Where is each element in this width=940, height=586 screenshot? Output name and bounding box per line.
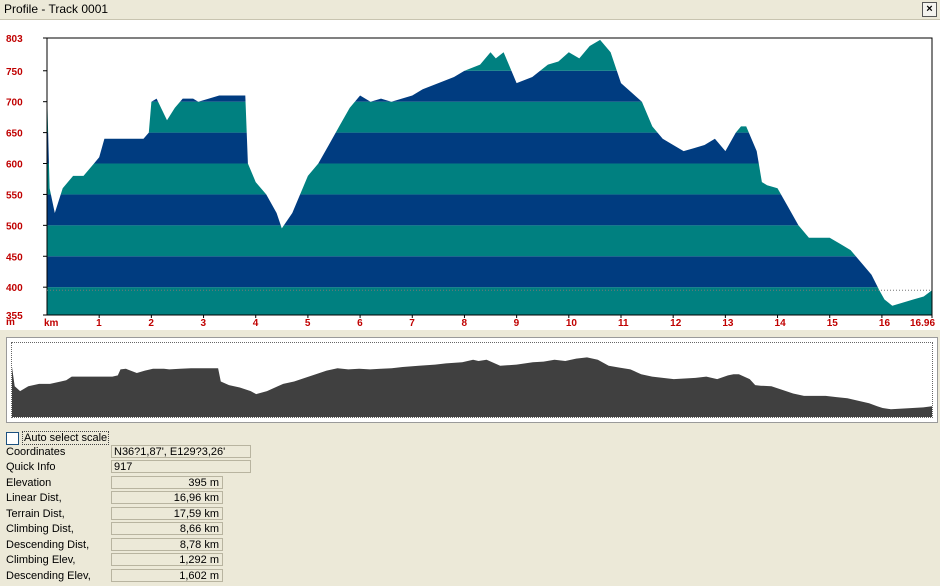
linear-dist-row: Linear Dist, 16,96 km (6, 491, 256, 505)
x-tick-label: 16.96 (910, 318, 935, 329)
elevation-band (47, 132, 932, 164)
overview-frame (11, 342, 933, 418)
descending-elev-value: 1,602 m (111, 569, 223, 582)
y-tick-label: 700 (6, 98, 23, 109)
x-tick-label: 8 (461, 318, 467, 329)
plot-frame (46, 37, 933, 316)
y-tick-label: 550 (6, 190, 23, 201)
profile-bands (47, 39, 932, 315)
elevation-band (47, 101, 932, 133)
coordinates-label: Coordinates (6, 446, 66, 458)
climbing-dist-row: Climbing Dist, 8,66 km (6, 522, 256, 536)
elevation-label: Elevation (6, 477, 52, 489)
coordinates-row: Coordinates N36?1,87', E129?3,26' (6, 445, 256, 459)
linear-dist-label: Linear Dist, (6, 492, 62, 504)
y-tick-label: 750 (6, 67, 23, 78)
x-unit-label: km (44, 318, 59, 329)
descending-dist-row: Descending Dist, 8,78 km (6, 538, 256, 552)
terrain-dist-label: Terrain Dist, (6, 508, 65, 520)
x-tick-label: 9 (514, 318, 520, 329)
auto-select-scale[interactable]: Auto select scale (6, 431, 110, 445)
elevation-row: Elevation 395 m (6, 476, 256, 490)
x-tick-label: 14 (775, 318, 787, 329)
climbing-dist-value: 8,66 km (111, 522, 223, 535)
quick-info-value: 917 (111, 460, 251, 473)
elevation-band (47, 163, 932, 195)
terrain-dist-row: Terrain Dist, 17,59 km (6, 507, 256, 521)
overview-svg (12, 357, 932, 417)
elevation-profile-chart[interactable]: 803 750 700 650 600 550 500 450 400 355 m km 1 2 3 4 5 6 7… (0, 20, 940, 330)
descending-dist-value: 8,78 km (111, 538, 223, 551)
x-tick-label: 12 (670, 318, 682, 329)
x-tick-label: 2 (148, 318, 154, 329)
climbing-elev-value: 1,292 m (111, 553, 223, 566)
overview-silhouette (12, 357, 932, 417)
elevation-band (47, 225, 932, 257)
close-button[interactable]: × (922, 2, 937, 17)
auto-select-label[interactable]: Auto select scale (22, 431, 110, 445)
quick-info-label: Quick Info (6, 461, 56, 473)
overview-panel[interactable] (6, 337, 938, 423)
x-tick-label: 7 (409, 318, 415, 329)
x-tick-label: 16 (879, 318, 891, 329)
quick-info-row: Quick Info 917 (6, 460, 256, 474)
descending-elev-label: Descending Elev, (6, 570, 91, 582)
x-tick-label: 4 (253, 318, 259, 329)
x-tick-label: 5 (305, 318, 311, 329)
elevation-band (47, 287, 932, 315)
x-tick-label: 10 (566, 318, 578, 329)
y-tick-label: 450 (6, 252, 23, 263)
y-tick-label: 355 (6, 311, 23, 322)
y-tick-label: 650 (6, 129, 23, 140)
climbing-elev-row: Climbing Elev, 1,292 m (6, 553, 256, 567)
window-titlebar: Profile - Track 0001 × (0, 0, 940, 20)
y-unit-label: m (6, 317, 15, 328)
climbing-dist-label: Climbing Dist, (6, 523, 74, 535)
window-title: Profile - Track 0001 (4, 2, 109, 16)
y-tick-label: 400 (6, 283, 23, 294)
y-tick-label: 803 (6, 34, 23, 45)
elevation-band (47, 256, 932, 288)
y-tick-label: 600 (6, 160, 23, 171)
elevation-value: 395 m (111, 476, 223, 489)
elevation-band (47, 39, 932, 71)
climbing-elev-label: Climbing Elev, (6, 554, 76, 566)
elevation-band (47, 70, 932, 102)
linear-dist-value: 16,96 km (111, 491, 223, 504)
x-tick-label: 11 (618, 318, 629, 329)
x-tick-label: 15 (827, 318, 839, 329)
y-tick-label: 500 (6, 221, 23, 232)
x-tick-label: 6 (357, 318, 363, 329)
x-tick-label: 1 (96, 318, 102, 329)
descending-elev-row: Descending Elev, 1,602 m (6, 569, 256, 583)
elevation-band (47, 194, 932, 226)
descending-dist-label: Descending Dist, (6, 539, 90, 551)
x-tick-label: 13 (722, 318, 734, 329)
terrain-dist-value: 17,59 km (111, 507, 223, 520)
coordinates-value: N36?1,87', E129?3,26' (111, 445, 251, 458)
x-tick-label: 3 (201, 318, 207, 329)
auto-select-checkbox[interactable] (6, 431, 19, 445)
